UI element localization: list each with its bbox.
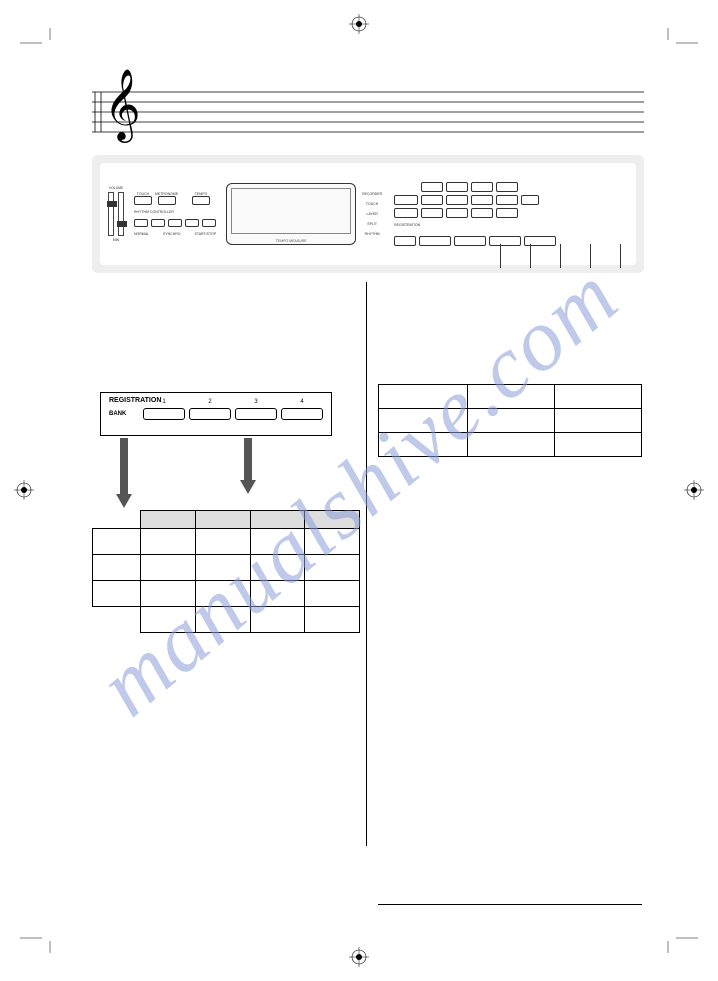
connector-line xyxy=(590,244,591,268)
tone-piano[interactable] xyxy=(421,182,443,192)
rhythm-btn-1[interactable] xyxy=(134,219,148,227)
grid-btn-2[interactable] xyxy=(446,195,468,205)
music-staff: 𝄞 xyxy=(92,82,644,142)
watermark: manualshive.com xyxy=(80,245,638,736)
table-header xyxy=(141,511,196,529)
volume-label: VOLUME xyxy=(109,186,124,190)
connector-line xyxy=(500,244,501,268)
column-divider xyxy=(366,282,367,846)
reg-box-title: REGISTRATION xyxy=(109,397,323,404)
treble-clef-icon: 𝄞 xyxy=(104,74,141,136)
connector-line xyxy=(560,244,561,268)
rhythm-btn-4[interactable] xyxy=(185,219,199,227)
connector-line xyxy=(620,244,621,268)
reg-button-1[interactable] xyxy=(419,236,451,246)
power-slider[interactable] xyxy=(108,192,114,236)
grid-btn-7[interactable] xyxy=(471,208,493,218)
left-data-table xyxy=(92,510,360,633)
registration-mark-bottom xyxy=(349,947,369,967)
reg-button-3[interactable] xyxy=(489,236,521,246)
preset-button[interactable] xyxy=(521,195,539,205)
registration-mark-left xyxy=(14,480,34,500)
reg-button-2[interactable] xyxy=(454,236,486,246)
registration-callout: REGISTRATION BANK 1 2 3 4 xyxy=(100,392,332,436)
minus-button[interactable] xyxy=(394,208,418,218)
grid-btn-4[interactable] xyxy=(496,195,518,205)
rhythm-label: RHYTHM CONTROLLER xyxy=(134,210,216,214)
reg-callout-btn-1: 1 xyxy=(143,408,185,420)
keyboard-panel: VOLUME MIN TOUCH METRONOME TEMPO RHYTHM … xyxy=(92,155,644,273)
table-row xyxy=(379,385,642,409)
reg-callout-btn-4: 4 xyxy=(281,408,323,420)
tone-epiano[interactable] xyxy=(471,182,493,192)
grid-btn-3[interactable] xyxy=(471,195,493,205)
lcd-display: TEMPO MEASURE xyxy=(226,183,356,245)
tone-organ[interactable] xyxy=(446,182,468,192)
grid-btn-1[interactable] xyxy=(421,195,443,205)
rhythm-btn-2[interactable] xyxy=(151,219,165,227)
crop-mark-bl xyxy=(20,923,60,953)
table-row xyxy=(93,529,360,555)
table-row xyxy=(93,555,360,581)
touch-button[interactable] xyxy=(134,196,152,205)
metronome-button[interactable] xyxy=(158,196,176,205)
plus-button[interactable] xyxy=(394,195,418,205)
crop-mark-tr xyxy=(658,28,698,58)
reg-callout-btn-3: 3 xyxy=(235,408,277,420)
table-row xyxy=(93,581,360,607)
arrow-down-left xyxy=(114,438,134,508)
min-label: MIN xyxy=(113,238,119,242)
reg-box-bank-label: BANK xyxy=(109,411,139,417)
bank-button[interactable] xyxy=(394,236,416,246)
table-header xyxy=(305,511,360,529)
crop-mark-br xyxy=(658,923,698,953)
registration-mark-top xyxy=(349,14,369,34)
right-data-table xyxy=(378,384,642,457)
footer-rule xyxy=(378,904,642,905)
tone-strings[interactable] xyxy=(496,182,518,192)
table-row xyxy=(379,409,642,433)
crop-mark-tl xyxy=(20,28,60,58)
arrow-down-right xyxy=(238,438,258,494)
connector-line xyxy=(530,244,531,268)
volume-slider[interactable] xyxy=(118,192,124,236)
table-row xyxy=(379,433,642,457)
table-header xyxy=(195,511,250,529)
table-row xyxy=(93,607,360,633)
registration-mark-right xyxy=(684,480,704,500)
reg-callout-btn-2: 2 xyxy=(189,408,231,420)
rhythm-btn-3[interactable] xyxy=(168,219,182,227)
grid-btn-8[interactable] xyxy=(496,208,518,218)
table-header xyxy=(250,511,305,529)
tempo-button[interactable] xyxy=(192,196,210,205)
grid-btn-5[interactable] xyxy=(421,208,443,218)
rhythm-btn-5[interactable] xyxy=(202,219,216,227)
grid-btn-6[interactable] xyxy=(446,208,468,218)
reg-button-4[interactable] xyxy=(524,236,556,246)
